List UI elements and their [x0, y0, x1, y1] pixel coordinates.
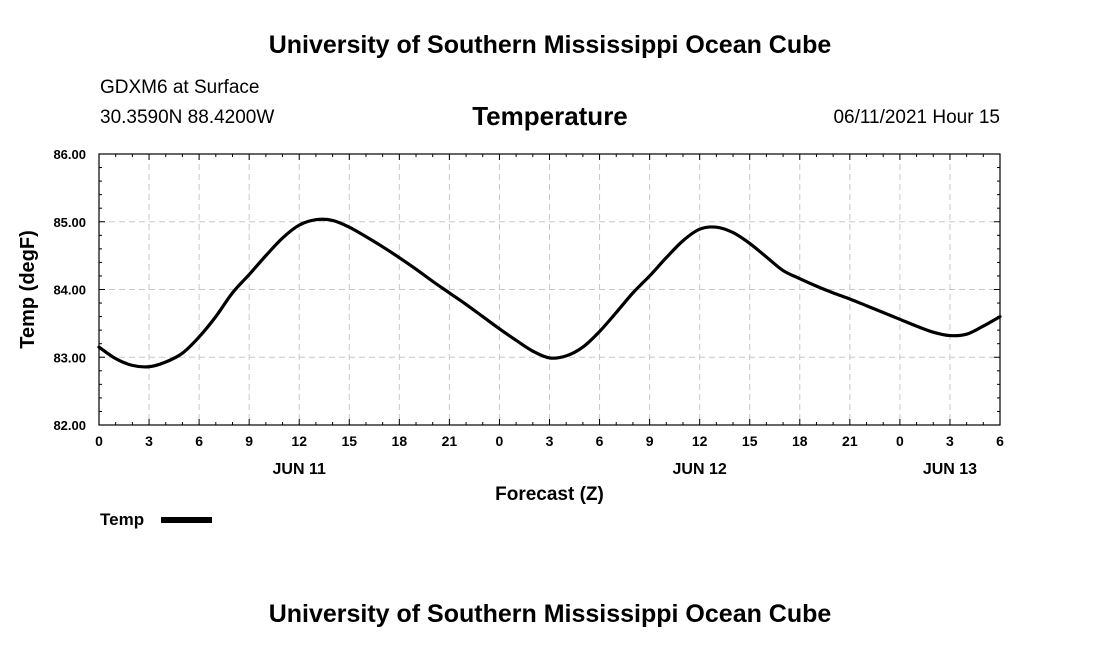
x-date-label: JUN 13 [923, 461, 977, 478]
x-tick-label: 6 [996, 433, 1004, 449]
x-tick-label: 3 [946, 433, 954, 449]
legend-label-temp: Temp [100, 510, 145, 529]
valid-time: 06/11/2021 Hour 15 [833, 107, 1000, 128]
top-banner: University of Southern Mississippi Ocean… [268, 31, 832, 59]
x-tick-label: 9 [646, 433, 654, 449]
x-tick-label: 0 [896, 433, 904, 449]
x-tick-label: 15 [341, 433, 357, 449]
station-coordinates: 30.3590N 88.4200W [100, 107, 275, 128]
x-tick-label: 18 [392, 433, 408, 449]
chart-title: Temperature [472, 101, 628, 131]
y-tick-label: 82.00 [53, 418, 86, 433]
x-date-label: JUN 11 [273, 461, 326, 478]
y-tick-label: 85.00 [53, 215, 86, 230]
x-tick-label: 15 [742, 433, 758, 449]
series-line-temp [97, 217, 1002, 369]
x-tick-label: 6 [195, 433, 203, 449]
x-tick-label: 21 [842, 433, 858, 449]
legend-swatch-temp [161, 517, 212, 523]
x-tick-label: 3 [145, 433, 153, 449]
axis-ticks [98, 153, 1001, 426]
station-name: GDXM6 at Surface [100, 77, 260, 98]
series-layer [97, 217, 1002, 369]
y-axis-title: Temp (degF) [17, 230, 39, 349]
y-tick-label: 83.00 [53, 350, 86, 365]
x-tick-label: 12 [692, 433, 708, 449]
axis-labels: 0 3 6 9 12 15 18 21 0 3 6 9 12 15 18 21 0 3 6 82.00 83.00 84.… [17, 147, 1004, 505]
bottom-banner: University of Southern Mississippi Ocean… [268, 600, 832, 628]
x-tick-label: 9 [245, 433, 253, 449]
x-tick-label: 18 [792, 433, 808, 449]
x-tick-label: 0 [496, 433, 504, 449]
x-date-label: JUN 12 [673, 461, 727, 478]
y-tick-label: 84.00 [53, 283, 86, 298]
x-tick-label: 0 [95, 433, 103, 449]
x-tick-label: 3 [546, 433, 554, 449]
grid-lines [99, 154, 1000, 425]
y-tick-label: 86.00 [53, 147, 86, 162]
x-tick-label: 6 [596, 433, 604, 449]
x-axis-title: Forecast (Z) [495, 484, 604, 505]
x-tick-label: 21 [442, 433, 458, 449]
x-tick-label: 12 [291, 433, 307, 449]
